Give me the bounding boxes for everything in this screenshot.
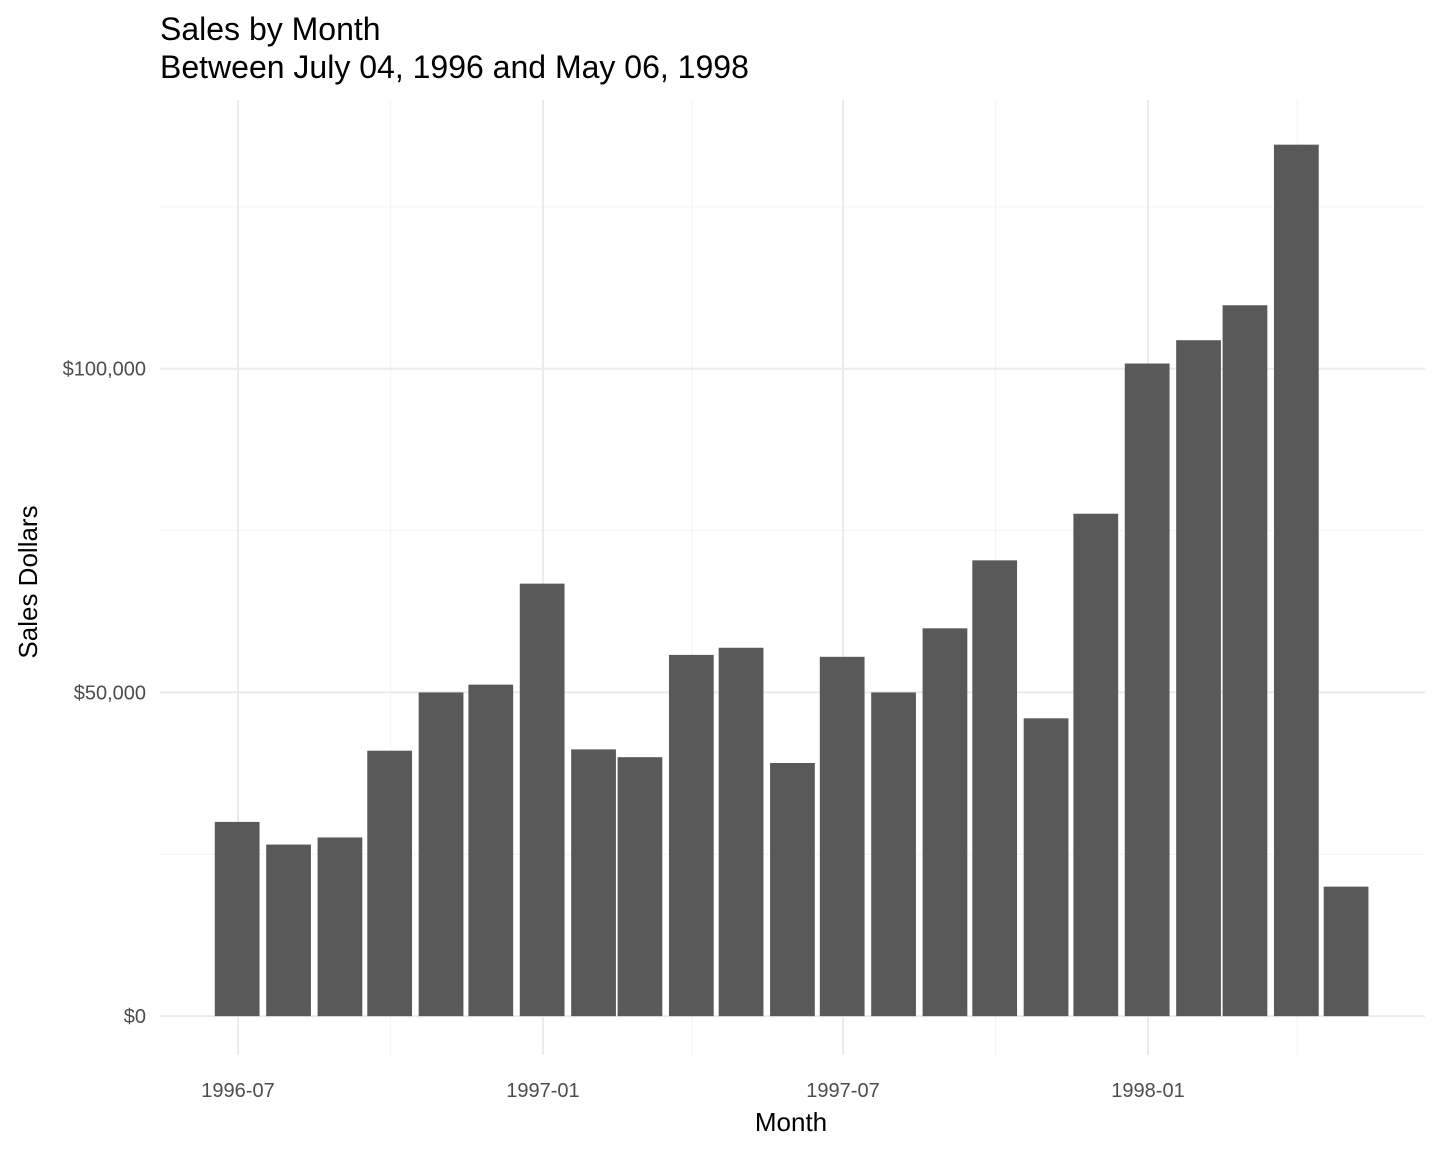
y-tick-label: $100,000: [63, 359, 146, 381]
bar-1996-12: [468, 684, 514, 1017]
bar-1997-01: [519, 583, 565, 1017]
y-tick-label: $0: [124, 1006, 146, 1028]
x-axis-tick-labels: 1996-07 1997-01 1997-07 1998-01: [201, 1080, 1184, 1102]
chart-title: Sales by Month: [160, 11, 381, 47]
bar-1997-09: [922, 628, 968, 1017]
x-tick-label: 1998-01: [1111, 1080, 1184, 1102]
bar-1996-10: [367, 750, 413, 1017]
bar-1997-06: [770, 762, 815, 1017]
bar-1998-01: [1124, 363, 1170, 1017]
bar-1997-12: [1073, 513, 1119, 1017]
x-tick-label: 1997-01: [506, 1080, 579, 1102]
x-tick-label: 1997-07: [806, 1080, 879, 1102]
bar-1997-05: [718, 647, 764, 1017]
bar-1998-04: [1273, 144, 1319, 1017]
bar-1997-08: [871, 692, 916, 1017]
bar-1996-09: [317, 837, 363, 1017]
bar-1998-02: [1176, 340, 1221, 1017]
bar-1998-03: [1222, 305, 1268, 1017]
bar-1997-03: [617, 757, 663, 1017]
x-tick-label: 1996-07: [201, 1080, 274, 1102]
bar-1996-11: [418, 692, 464, 1017]
bar-1997-02: [571, 749, 616, 1017]
bar-1997-11: [1023, 718, 1069, 1017]
bar-1996-08: [266, 844, 311, 1017]
bar-1998-05: [1323, 886, 1369, 1017]
bar-1996-07: [214, 821, 260, 1017]
bar-1997-10: [972, 560, 1018, 1017]
chart-subtitle: Between July 04, 1996 and May 06, 1998: [160, 49, 749, 85]
x-axis-title: Month: [755, 1107, 827, 1137]
y-tick-label: $50,000: [74, 682, 146, 704]
y-axis-tick-labels: $0 $50,000 $100,000: [63, 359, 146, 1028]
y-axis-title: Sales Dollars: [13, 505, 43, 658]
bars-group: [214, 144, 1369, 1017]
bar-1997-07: [819, 656, 865, 1017]
bar-1997-04: [668, 654, 714, 1017]
